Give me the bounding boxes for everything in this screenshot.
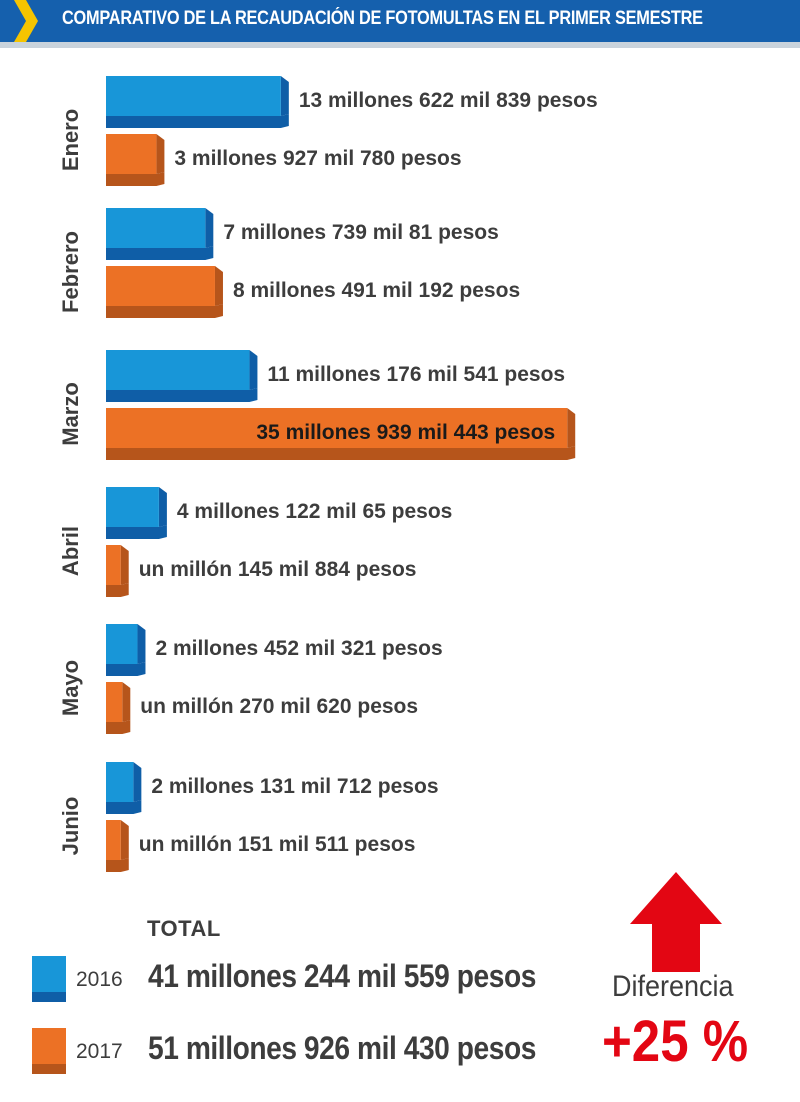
month-label-abril: Abril [58, 526, 83, 576]
bar-2016-junio [106, 762, 142, 814]
header-title: COMPARATIVO DE LA RECAUDACIÓN DE FOTOMUL… [62, 8, 703, 29]
bar-2017-enero [106, 134, 165, 186]
bar-2017-abril [106, 545, 129, 597]
bar-chart: Enero 13 millones 622 mil 839 pesos 3 mill… [58, 76, 598, 872]
value-label-2016-junio: 2 millones 131 mil 712 pesos [151, 775, 438, 798]
value-label-2016-febrero: 7 millones 739 mil 81 pesos [223, 221, 498, 244]
chevron-right-icon [0, 0, 40, 42]
difference-label: Diferencia [612, 970, 734, 1003]
bar-2017-febrero [106, 266, 223, 318]
value-label-2017-enero: 3 millones 927 mil 780 pesos [174, 147, 461, 170]
value-label-2017-abril: un millón 145 mil 884 pesos [139, 558, 417, 581]
month-label-marzo: Marzo [58, 382, 83, 446]
legend-year-2017: 2017 [76, 1040, 123, 1063]
bar-2016-abril [106, 487, 167, 539]
legend-year-2016: 2016 [76, 968, 123, 991]
legend-swatch-2016 [32, 956, 66, 1002]
value-label-2016-marzo: 11 millones 176 mil 541 pesos [267, 363, 565, 386]
totals-heading: TOTAL [147, 916, 221, 941]
value-label-2016-mayo: 2 millones 452 mil 321 pesos [155, 637, 442, 660]
value-label-2017-febrero: 8 millones 491 mil 192 pesos [233, 279, 520, 302]
month-label-enero: Enero [58, 109, 83, 171]
difference-value: +25 % [602, 1009, 749, 1074]
month-label-junio: Junio [58, 797, 83, 856]
value-label-2016-enero: 13 millones 622 mil 839 pesos [299, 89, 598, 112]
value-label-2017-junio: un millón 151 mil 511 pesos [139, 833, 416, 856]
bar-2016-mayo [106, 624, 146, 676]
total-2017: 51 millones 926 mil 430 pesos [148, 1030, 536, 1066]
value-label-2017-marzo: 35 millones 939 mil 443 pesos [256, 421, 555, 444]
header-bar: COMPARATIVO DE LA RECAUDACIÓN DE FOTOMUL… [0, 0, 800, 42]
header-divider [0, 42, 800, 48]
bar-2016-febrero [106, 208, 214, 260]
bar-2016-enero [106, 76, 289, 128]
value-label-2017-mayo: un millón 270 mil 620 pesos [140, 695, 418, 718]
legend-swatch-2017 [32, 1028, 66, 1074]
month-label-mayo: Mayo [58, 660, 83, 716]
total-2016: 41 millones 244 mil 559 pesos [148, 958, 536, 994]
bar-2017-junio [106, 820, 129, 872]
bar-2017-mayo [106, 682, 131, 734]
bar-2016-marzo [106, 350, 258, 402]
value-label-2016-abril: 4 millones 122 mil 65 pesos [177, 500, 452, 523]
month-label-febrero: Febrero [58, 231, 83, 313]
bar-2017-marzo [106, 408, 576, 460]
